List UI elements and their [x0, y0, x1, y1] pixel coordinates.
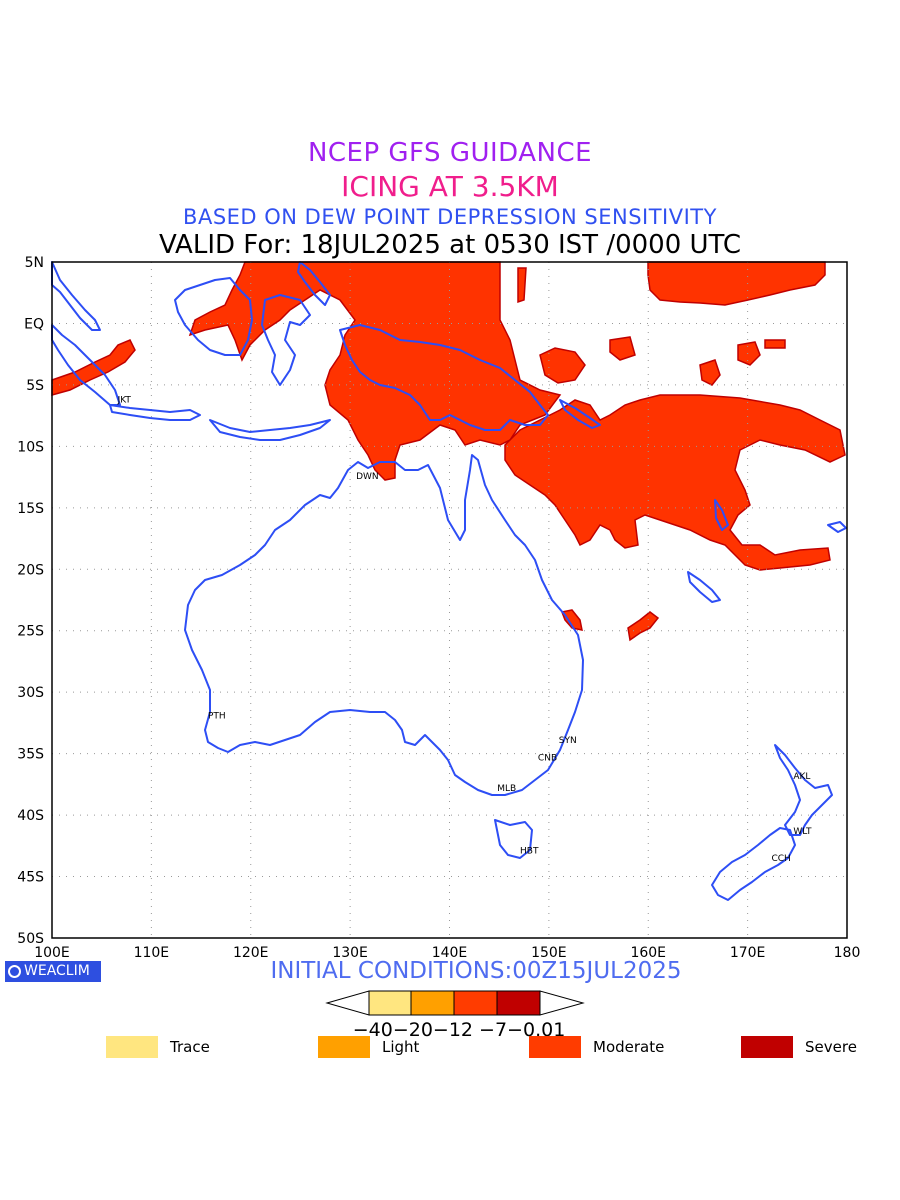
- lat-label: EQ: [24, 316, 44, 332]
- city-label: DWN: [356, 472, 379, 482]
- coast-sulawesi: [261, 294, 311, 386]
- legend-item-trace: Trace: [106, 1036, 210, 1058]
- lon-axis-labels: 100E 110E 120E 130E 140E 150E 160E 170E 180: [34, 945, 860, 961]
- title-model: NCEP GFS GUIDANCE: [307, 138, 593, 168]
- icing-region-timor-coral: [504, 394, 846, 571]
- colorbar-box-severe: [496, 990, 541, 1016]
- legend-swatch-trace: [106, 1036, 158, 1058]
- coast-solomon: [559, 399, 601, 429]
- lat-label: 35S: [17, 747, 44, 763]
- legend-label-trace: Trace: [170, 1038, 210, 1056]
- coast-malay: [51, 261, 101, 331]
- city-label: JKT: [117, 396, 132, 406]
- lat-label: 45S: [17, 870, 44, 886]
- lat-label: 30S: [17, 685, 44, 701]
- icing-region-indonesia-png: [188, 261, 562, 481]
- coast-nz-north: [774, 744, 833, 836]
- lat-label: 5N: [25, 255, 44, 271]
- icing-region-nz-north: [699, 359, 721, 386]
- city-label: MLB: [497, 784, 516, 794]
- legend-label-light: Light: [382, 1038, 420, 1056]
- lon-label: 170E: [730, 945, 766, 961]
- coast-vanuatu: [714, 499, 729, 531]
- lat-label: 25S: [17, 624, 44, 640]
- legend-swatch-moderate: [529, 1036, 581, 1058]
- map-frame: [51, 261, 848, 939]
- lon-label: 150E: [531, 945, 567, 961]
- city-label: AKL: [793, 772, 810, 782]
- coast-new-caledonia: [687, 571, 721, 603]
- colorbar-tick-labels: −40−20−12 −7−0.01: [353, 1019, 566, 1041]
- grid: [52, 262, 847, 938]
- icing-region-qld-coast: [560, 609, 583, 631]
- icing-region-vanuatu: [737, 341, 761, 366]
- title-valid-time: VALID For: 18JUL2025 at 0530 IST /0000 U…: [158, 230, 742, 260]
- coast-tasmania: [494, 819, 533, 859]
- lon-label: 130E: [332, 945, 368, 961]
- icing-region-coral-sea-spot: [627, 611, 660, 642]
- legend-label-severe: Severe: [805, 1038, 857, 1056]
- title-method: BASED ON DEW POINT DEPRESSION SENSITIVIT…: [183, 205, 717, 229]
- icing-region-tasman-spot: [517, 267, 527, 304]
- colorbar-box-trace: [368, 990, 412, 1016]
- icing-region-solomon: [539, 347, 586, 384]
- lon-label: 120E: [233, 945, 269, 961]
- colorbar-box-light: [410, 990, 455, 1016]
- city-label: CCH: [771, 854, 790, 864]
- legend-item-moderate: Moderate: [529, 1036, 664, 1058]
- legend-swatch-light: [318, 1036, 370, 1058]
- lon-label: 180: [834, 945, 861, 961]
- legend-item-light: Light: [318, 1036, 419, 1058]
- lat-label: 40S: [17, 808, 44, 824]
- city-label: HBT: [520, 847, 539, 857]
- icing-region-png-east: [609, 336, 636, 361]
- lon-label: 160E: [630, 945, 666, 961]
- initial-conditions: INITIAL CONDITIONS:00Z15JUL2025: [270, 958, 682, 984]
- coast-nz-south: [711, 827, 796, 901]
- lat-label: 50S: [17, 931, 44, 947]
- legend-item-severe: Severe: [741, 1036, 857, 1058]
- coast-lesser-sunda: [209, 419, 331, 441]
- lon-label: 110E: [134, 945, 170, 961]
- city-label: CNB: [538, 753, 557, 763]
- lat-axis-labels: 5N EQ 5S 10S 15S 20S 25S 30S 35S 40S 45S 50S: [17, 255, 44, 947]
- coast-fiji: [827, 521, 847, 533]
- lon-label: 100E: [34, 945, 70, 961]
- coast-new-guinea: [339, 324, 549, 431]
- legend-label-moderate: Moderate: [593, 1038, 665, 1056]
- coast-australia: [184, 454, 584, 796]
- colorbar-left-arrow: [325, 990, 370, 1016]
- lat-label: 10S: [17, 439, 44, 455]
- coast-borneo: [174, 277, 253, 356]
- coast-java: [109, 404, 201, 421]
- colorbar-right-arrow: [539, 990, 585, 1016]
- colorbar-box-moderate: [453, 990, 498, 1016]
- lat-label: 15S: [17, 501, 44, 517]
- legend-swatch-severe: [741, 1036, 793, 1058]
- lon-label: 140E: [432, 945, 468, 961]
- icing-region-sumatra: [51, 339, 136, 396]
- weaclim-logo: WEACLIM: [5, 961, 101, 982]
- logo-ring-icon: [8, 965, 21, 978]
- colorbar: [325, 990, 585, 1016]
- coast-philippines-s: [297, 261, 331, 306]
- city-label: SYN: [559, 736, 577, 746]
- city-label: WLT: [793, 827, 812, 837]
- city-label: PTH: [208, 712, 226, 722]
- logo-text: WEACLIM: [24, 963, 90, 979]
- lat-label: 5S: [26, 378, 44, 394]
- icing-region-fiji: [764, 339, 786, 349]
- icing-areas: [51, 261, 846, 642]
- lat-label: 20S: [17, 562, 44, 578]
- title-product: ICING AT 3.5KM: [341, 170, 559, 203]
- icing-region-pacific-north: [647, 261, 826, 306]
- coastlines: [51, 261, 847, 901]
